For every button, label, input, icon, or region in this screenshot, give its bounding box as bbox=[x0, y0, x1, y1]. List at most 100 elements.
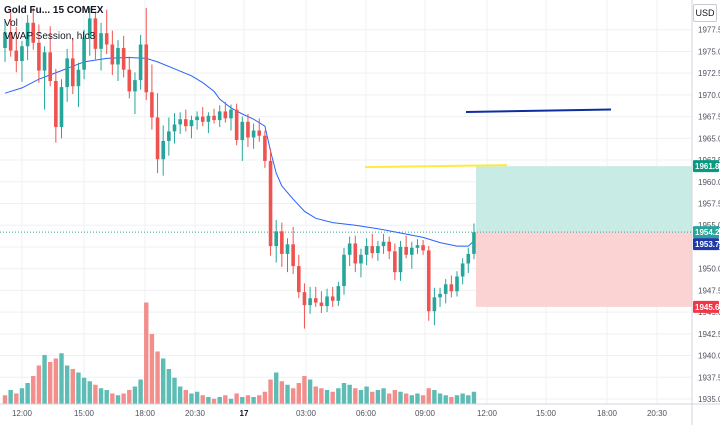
candle-body bbox=[48, 52, 52, 81]
legend-volume[interactable]: Vol bbox=[4, 18, 18, 29]
volume-bar bbox=[460, 393, 465, 404]
candle bbox=[449, 275, 454, 298]
candle-body bbox=[263, 135, 267, 161]
candle bbox=[421, 239, 425, 255]
candle-body bbox=[138, 44, 143, 81]
volume-bar bbox=[347, 384, 352, 404]
volume-bar bbox=[375, 390, 381, 404]
price-tick: 1967.5 bbox=[698, 113, 720, 122]
price-tick: 1950.0 bbox=[698, 265, 720, 274]
candle-body bbox=[302, 292, 307, 306]
volume-bar bbox=[194, 391, 200, 404]
candle-body bbox=[381, 241, 386, 247]
candle bbox=[342, 247, 346, 295]
volume-bar bbox=[64, 365, 70, 404]
candle-body bbox=[144, 44, 149, 93]
volume-bar bbox=[104, 390, 109, 404]
candle-body bbox=[8, 32, 13, 51]
candle bbox=[20, 41, 24, 82]
volume-bar bbox=[466, 395, 471, 404]
volume-bar bbox=[70, 369, 75, 404]
candle-body bbox=[438, 293, 442, 298]
volume-bar bbox=[268, 379, 273, 404]
candle bbox=[234, 103, 239, 146]
volume-bar bbox=[364, 386, 369, 404]
price-tick: 1972.5 bbox=[698, 69, 720, 78]
candle-body bbox=[110, 44, 115, 65]
volume-bar bbox=[274, 372, 279, 404]
volume-bar bbox=[285, 384, 290, 404]
candle-body bbox=[116, 47, 120, 65]
candle-body bbox=[121, 47, 126, 70]
target-price-label-bg bbox=[693, 160, 719, 173]
candle-body bbox=[37, 42, 41, 71]
volume-bar bbox=[257, 395, 262, 404]
candle bbox=[206, 112, 211, 134]
candle bbox=[274, 220, 278, 263]
candle bbox=[121, 35, 126, 78]
candle bbox=[195, 111, 199, 130]
candle-body bbox=[393, 251, 397, 273]
volume-bar bbox=[14, 393, 19, 404]
candle bbox=[398, 240, 403, 281]
candle bbox=[172, 113, 177, 144]
volume-bar bbox=[98, 388, 104, 404]
volume-bar bbox=[155, 351, 160, 404]
currency-button[interactable]: USD bbox=[693, 4, 717, 22]
candle bbox=[116, 40, 120, 81]
candle bbox=[330, 286, 335, 307]
legend-symbol[interactable]: Gold Fu... 15 COMEX bbox=[4, 5, 104, 16]
candle bbox=[308, 286, 312, 314]
volume-bar bbox=[121, 393, 126, 404]
volume-bar bbox=[217, 397, 222, 404]
volume-bar bbox=[370, 391, 375, 404]
candle-body bbox=[229, 109, 233, 119]
volume-bar bbox=[161, 358, 166, 404]
candle bbox=[93, 11, 98, 60]
candle-body bbox=[42, 52, 47, 71]
volume-bar bbox=[42, 355, 47, 404]
candle-body bbox=[319, 302, 324, 307]
volume-bar bbox=[426, 388, 431, 404]
candle-body bbox=[387, 241, 391, 252]
volume-bar bbox=[341, 383, 347, 404]
candle-body bbox=[426, 250, 431, 312]
candle-body bbox=[364, 246, 369, 255]
candle bbox=[42, 46, 47, 110]
candle bbox=[127, 56, 132, 99]
candle-body bbox=[178, 119, 182, 125]
price-tick: 1965.0 bbox=[698, 134, 720, 143]
candle-body bbox=[257, 130, 262, 136]
candle-body bbox=[330, 296, 335, 301]
volume-bar bbox=[234, 393, 239, 404]
candle bbox=[246, 114, 250, 148]
candle-body bbox=[217, 111, 222, 121]
volume-bar bbox=[336, 388, 341, 404]
candle-body bbox=[93, 18, 98, 49]
candle bbox=[144, 8, 149, 101]
volume-bar bbox=[138, 379, 143, 404]
volume-bar bbox=[127, 390, 132, 404]
volume-bar bbox=[76, 372, 81, 404]
volume-bar bbox=[223, 395, 228, 404]
yellow-drawn-line bbox=[364, 164, 508, 169]
volume-bar bbox=[132, 386, 138, 404]
volume-bar bbox=[307, 379, 313, 404]
candle bbox=[25, 14, 30, 61]
time-tick: 20:30 bbox=[647, 409, 668, 418]
candle bbox=[229, 104, 233, 131]
volume-bar bbox=[319, 388, 324, 404]
candle-body bbox=[54, 80, 58, 128]
candle bbox=[381, 233, 386, 254]
candle bbox=[415, 239, 420, 254]
candle bbox=[217, 105, 222, 128]
volume-bar bbox=[415, 393, 420, 404]
legend-vwap[interactable]: VWAP Session, hlc3 bbox=[4, 31, 96, 42]
candle bbox=[48, 26, 52, 87]
volume-bar bbox=[166, 369, 172, 404]
volume-bar bbox=[19, 388, 25, 404]
candle-body bbox=[20, 46, 24, 62]
candle-body bbox=[353, 243, 358, 264]
volume-bar bbox=[290, 388, 296, 404]
